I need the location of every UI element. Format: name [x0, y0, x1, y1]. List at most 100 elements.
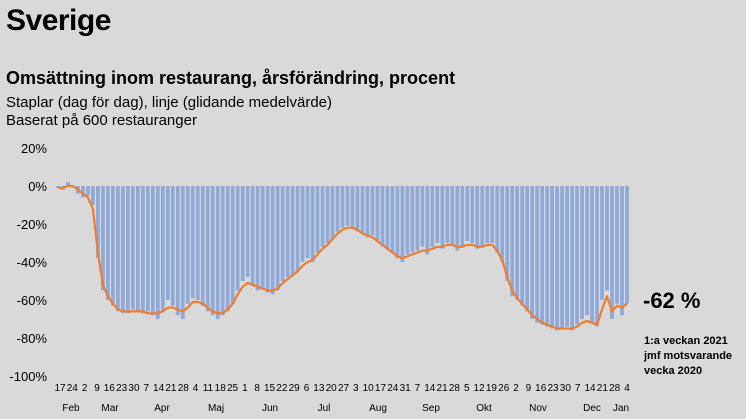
page-title: Sverige [6, 4, 111, 37]
bar [405, 186, 410, 255]
bar [490, 186, 495, 243]
bar [240, 186, 245, 281]
x-day-label: 26 [498, 383, 510, 394]
callout-line-2: jmf motsvarande [644, 350, 733, 362]
x-day-label: 6 [304, 383, 310, 394]
bar [140, 186, 145, 314]
bar [435, 186, 440, 243]
bar [510, 186, 515, 297]
callout-value: -62 % [643, 288, 701, 313]
bar [555, 186, 560, 331]
bar [340, 186, 345, 228]
bar [395, 186, 400, 259]
bar [365, 186, 370, 238]
bar [106, 186, 110, 300]
bar [155, 186, 160, 319]
bar [315, 186, 320, 253]
x-day-label: 16 [535, 383, 547, 394]
x-day-label: 22 [276, 383, 288, 394]
bar [150, 186, 155, 316]
bar [210, 186, 215, 316]
bar [220, 186, 225, 316]
bar [205, 186, 210, 312]
x-day-label: 17 [375, 383, 387, 394]
line-series [58, 184, 628, 330]
x-day-label: 9 [94, 383, 100, 394]
y-tick-label: -80% [17, 331, 48, 346]
x-month-label: Sep [422, 403, 440, 414]
bar [101, 186, 105, 291]
note-sample: Baserat på 600 restauranger [6, 112, 197, 129]
bar [145, 186, 150, 312]
bar [330, 186, 335, 240]
y-tick-label: -60% [17, 293, 48, 308]
bar [615, 186, 619, 304]
bar [175, 186, 180, 316]
bar [470, 186, 475, 243]
bar [420, 186, 425, 247]
bar [160, 186, 165, 312]
bar [610, 186, 614, 319]
x-day-label: 19 [486, 383, 498, 394]
bar [165, 186, 170, 300]
bar [230, 186, 235, 304]
bar [215, 186, 220, 319]
bar [625, 186, 629, 304]
x-axis: 17 24 2 9 16 23 30 7 14 21 28 4 11 18 25 1 8 15 22 29 6 13 20 2… [54, 383, 630, 414]
x-day-label: 5 [464, 383, 470, 394]
x-day-label: 16 [104, 383, 116, 394]
bar [300, 186, 305, 262]
x-month-label: Jul [318, 403, 331, 414]
bar [590, 186, 594, 323]
bar [115, 186, 120, 312]
bar [190, 186, 195, 299]
y-tick-label: -100% [9, 369, 47, 384]
bar [475, 186, 480, 249]
x-month-label: Feb [62, 403, 80, 414]
bar [600, 186, 604, 300]
x-month-label: Mar [101, 403, 119, 414]
bar [415, 186, 420, 251]
x-day-label: 4 [193, 383, 199, 394]
x-month-label: Jan [613, 403, 629, 414]
bar [385, 186, 390, 249]
x-month-label: Dec [583, 403, 601, 414]
bar [545, 186, 550, 327]
callout-line-3: vecka 2020 [644, 365, 703, 377]
y-tick-label: 20% [21, 141, 47, 156]
x-day-label: 28 [449, 383, 461, 394]
bar [375, 186, 380, 242]
x-month-label: Maj [208, 403, 224, 414]
x-day-label: 15 [264, 383, 276, 394]
bar [550, 186, 555, 329]
bar [585, 186, 589, 316]
bar [275, 186, 280, 291]
bar [335, 186, 340, 232]
bar [485, 186, 490, 243]
bar [195, 186, 200, 300]
bar [235, 186, 240, 291]
x-day-label: 31 [400, 383, 412, 394]
bar [180, 186, 185, 319]
bar [170, 186, 175, 306]
x-day-label: 2 [82, 383, 88, 394]
x-day-label: 29 [289, 383, 301, 394]
bar [66, 182, 70, 186]
moving-average-line [58, 184, 628, 330]
bar [370, 186, 375, 236]
y-tick-label: 0% [28, 179, 47, 194]
bar [450, 186, 455, 245]
bar [460, 186, 465, 247]
y-axis: 20% 0% -20% -40% -60% -80% -100% [9, 141, 47, 384]
bar [305, 186, 310, 259]
bar [360, 186, 365, 234]
bar [390, 186, 395, 253]
bar [465, 186, 470, 242]
x-month-label: Okt [476, 403, 492, 414]
x-day-label: 7 [415, 383, 421, 394]
x-day-label: 24 [387, 383, 399, 394]
bar [500, 186, 505, 262]
bar [280, 186, 285, 281]
x-day-label: 14 [584, 383, 596, 394]
bar [345, 186, 350, 226]
